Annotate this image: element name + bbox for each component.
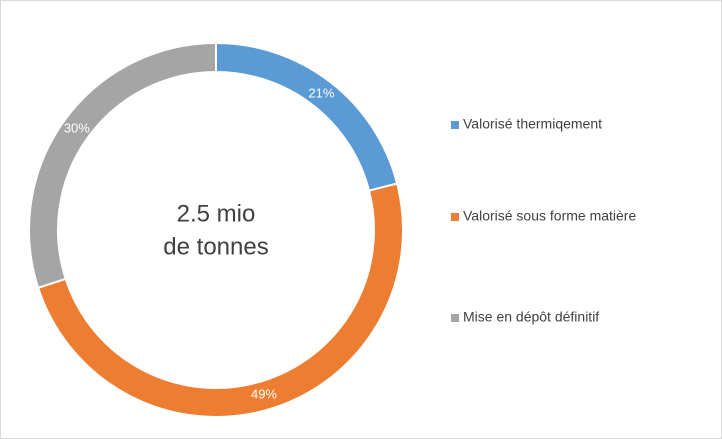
value-label: 49%	[251, 387, 277, 402]
legend-label: Valorisé sous forme matière	[463, 208, 636, 224]
legend-swatch	[451, 314, 459, 322]
legend-label: Mise en dépôt définitif	[463, 309, 599, 325]
center-text: de tonnes	[163, 233, 268, 260]
legend-swatch	[451, 213, 459, 221]
center-text: 2.5 mio	[177, 200, 256, 227]
legend-swatch	[451, 121, 459, 129]
legend-label: Valorisé thermiqement	[463, 116, 602, 132]
donut-slice	[28, 41, 217, 290]
value-label: 21%	[308, 86, 334, 101]
value-label: 30%	[64, 120, 90, 135]
